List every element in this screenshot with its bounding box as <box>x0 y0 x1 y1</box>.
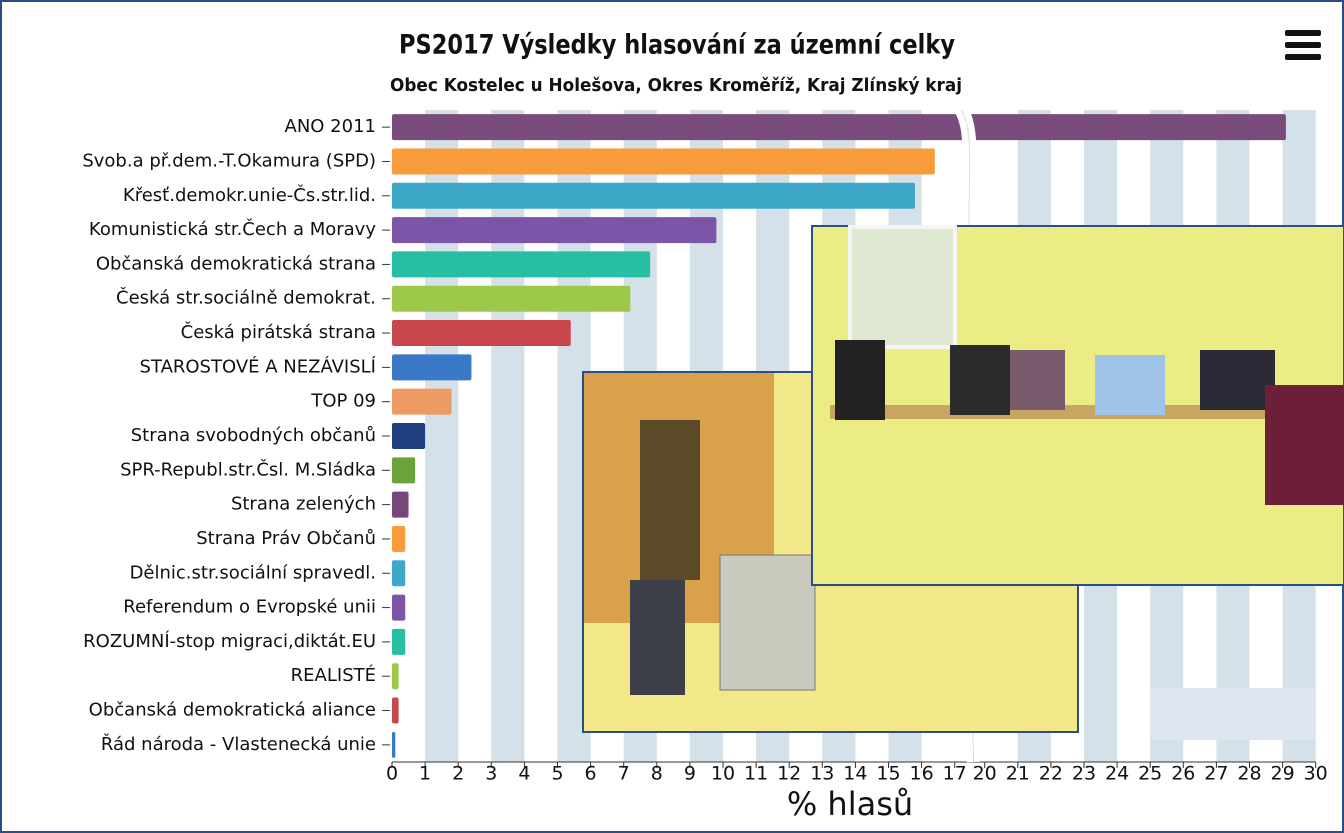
bar <box>392 595 405 621</box>
x-tick-label: 20 <box>973 763 997 785</box>
x-tick-label: 7 <box>618 763 630 785</box>
photo-person <box>950 345 1010 415</box>
y-tick-label: Strana Práv Občanů <box>196 528 376 549</box>
photo-person <box>835 340 885 420</box>
y-tick-label: Svob.a př.dem.-T.Okamura (SPD) <box>82 150 376 171</box>
y-tick-label: ROZUMNÍ-stop migraci,diktát.EU <box>83 630 376 652</box>
x-tick-label: 28 <box>1237 763 1261 785</box>
x-tick-label: 1 <box>419 763 431 785</box>
x-tick-label: 25 <box>1138 763 1162 785</box>
x-tick-label: 0 <box>386 763 398 785</box>
bar <box>392 114 1286 140</box>
y-tick-label: Referendum o Evropské unii <box>123 597 376 618</box>
x-tick-label: 27 <box>1204 763 1228 785</box>
y-tick-label: Komunistická str.Čech a Moravy <box>89 218 376 240</box>
x-tick-label: 9 <box>684 763 696 785</box>
menu-line[interactable] <box>1285 30 1321 36</box>
overlay-box <box>1150 688 1315 740</box>
x-tick-label: 22 <box>1039 763 1063 785</box>
x-tick-label: 11 <box>744 763 768 785</box>
y-tick-label: Občanská demokratická strana <box>96 253 376 274</box>
menu-line[interactable] <box>1285 42 1321 48</box>
y-tick-label: Řád národa - Vlastenecká unie <box>101 733 376 755</box>
bar <box>392 251 650 277</box>
bar <box>392 320 571 346</box>
bar <box>392 560 405 586</box>
bar <box>392 698 399 724</box>
photo-person <box>630 580 685 695</box>
bar <box>392 629 405 655</box>
x-tick-label: 3 <box>485 763 497 785</box>
photo-ballot-box <box>720 555 815 690</box>
chart: PS2017 Výsledky hlasování za územní celk… <box>0 0 1344 833</box>
y-tick-label: Strana svobodných občanů <box>131 425 376 446</box>
bar <box>392 183 915 209</box>
x-tick-label: 23 <box>1072 763 1096 785</box>
y-tick-label: TOP 09 <box>310 391 376 412</box>
x-tick-label: 14 <box>843 763 867 785</box>
y-tick-label: Křesť.demokr.unie-Čs.str.lid. <box>123 184 376 206</box>
x-tick-label: 30 <box>1304 763 1328 785</box>
y-tick-label: STAROSTOVÉ A NEZÁVISLÍ <box>140 355 376 377</box>
bar <box>392 354 471 380</box>
photo-person <box>1265 385 1344 505</box>
y-tick-label: Dělnic.str.sociální spravedl. <box>130 562 376 583</box>
x-tick-label: 17 <box>943 763 967 785</box>
photo-person <box>1095 355 1165 415</box>
x-tick-label: 6 <box>585 763 597 785</box>
x-tick-label: 21 <box>1006 763 1030 785</box>
chart-subtitle: Obec Kostelec u Holešova, Okres Kroměříž… <box>390 75 962 96</box>
x-axis-label: % hlasů <box>787 785 913 823</box>
y-tick-label: Česká pirátská strana <box>181 321 376 343</box>
x-tick-label: 8 <box>651 763 663 785</box>
photo-meeting <box>812 226 1344 585</box>
y-tick-label: Česká str.sociálně demokrat. <box>116 287 376 309</box>
page: {"chart_data": {"type": "bar", "orientat… <box>0 0 1344 833</box>
bar <box>392 663 399 689</box>
bar <box>392 286 630 312</box>
menu-line[interactable] <box>1285 54 1321 60</box>
photo-person <box>1010 350 1065 410</box>
menu-button[interactable] <box>1285 30 1321 60</box>
x-tick-label: 4 <box>518 763 530 785</box>
bar <box>392 526 405 552</box>
x-tick-label: 12 <box>777 763 801 785</box>
x-tick-label: 26 <box>1171 763 1195 785</box>
y-tick-label: Strana zelených <box>231 494 376 515</box>
x-tick-label: 29 <box>1271 763 1295 785</box>
y-tick-label: SPR-Republ.str.Čsl. M.Sládka <box>120 458 376 480</box>
y-tick-label: Občanská demokratická aliance <box>89 700 376 721</box>
x-tick-label: 24 <box>1105 763 1129 785</box>
chart-title: PS2017 Výsledky hlasování za územní celk… <box>399 30 955 61</box>
x-tick-label: 5 <box>551 763 563 785</box>
bar <box>392 148 935 174</box>
x-tick-label: 15 <box>876 763 900 785</box>
bar <box>392 457 415 483</box>
bar <box>392 423 425 449</box>
x-tick-label: 10 <box>711 763 735 785</box>
photo-person <box>1200 350 1275 410</box>
bar <box>392 732 395 758</box>
x-tick-label: 16 <box>910 763 934 785</box>
photo-window <box>850 227 955 347</box>
y-tick-label: REALISTÉ <box>291 664 376 686</box>
bar <box>392 492 409 518</box>
x-tick-label: 13 <box>810 763 834 785</box>
y-tick-label: ANO 2011 <box>285 116 376 137</box>
bar <box>392 389 452 415</box>
x-tick-label: 2 <box>452 763 464 785</box>
bar <box>392 217 716 243</box>
photo-person <box>640 420 700 580</box>
